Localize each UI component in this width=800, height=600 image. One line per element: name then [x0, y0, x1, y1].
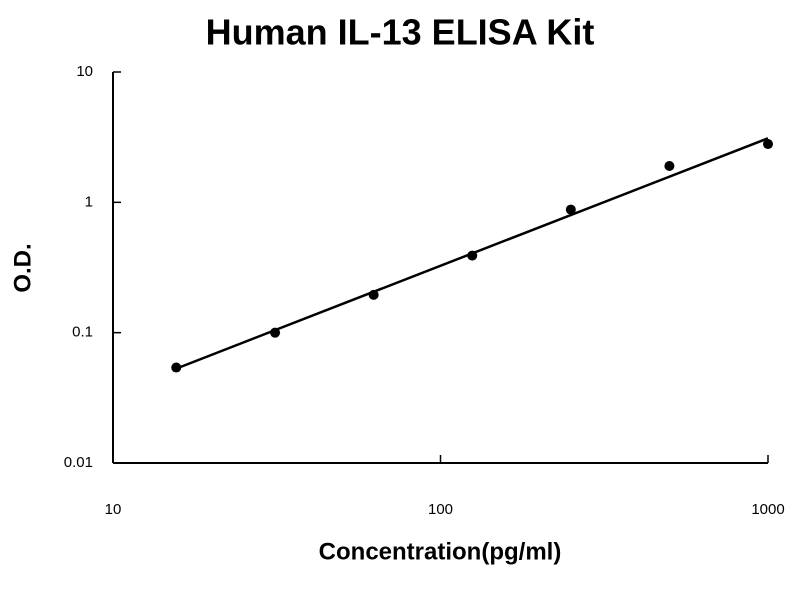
y-tick-label: 0.1	[72, 324, 93, 341]
y-tick-label: 10	[76, 63, 93, 80]
data-point	[565, 204, 576, 215]
chart-title: Human IL-13 ELISA Kit	[206, 12, 595, 53]
y-tick-label: 0.01	[64, 454, 93, 471]
y-axis-label: O.D.	[9, 243, 36, 292]
x-tick-label: 100	[428, 501, 453, 518]
x-tick-label: 1000	[751, 501, 784, 518]
data-point	[664, 161, 675, 172]
fit-line	[175, 137, 769, 370]
y-tick-label: 1	[85, 193, 93, 210]
x-axis-label: Concentration(pg/ml)	[319, 538, 562, 565]
data-point	[763, 139, 773, 150]
x-tick-label: 10	[105, 501, 122, 518]
